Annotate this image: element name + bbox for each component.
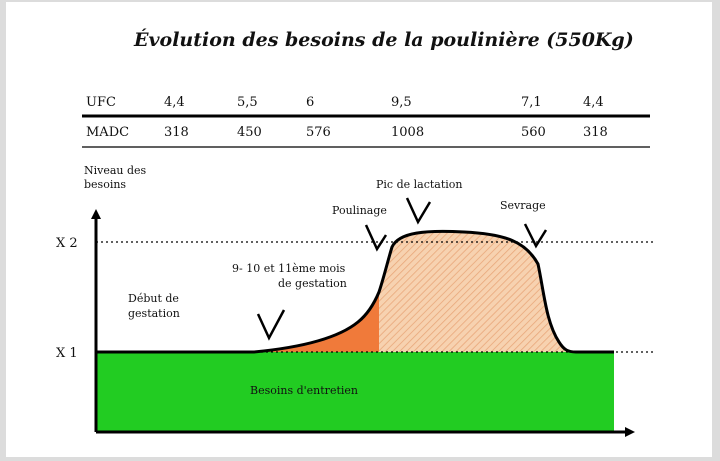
table-cell: 9,5 bbox=[391, 95, 412, 110]
annotation-fin-gestation-line-2: de gestation bbox=[278, 277, 347, 290]
table-cell: 318 bbox=[583, 125, 608, 140]
annotation-debut-gestation-line-1: Début de bbox=[128, 292, 179, 305]
table-cell: 450 bbox=[237, 125, 262, 140]
maintenance-label: Besoins d'entretien bbox=[250, 384, 358, 397]
table-cell: 5,5 bbox=[237, 95, 258, 110]
needs-curve bbox=[96, 229, 614, 354]
x2-level-label: X 2 bbox=[56, 236, 78, 251]
pointer-mark-poulinage bbox=[364, 224, 388, 252]
table-cell: 6 bbox=[306, 95, 314, 110]
requirements-table: UFC 4,4 5,5 6 9,5 7,1 4,4 MADC 318 450 576 1008 560 3… bbox=[86, 95, 608, 140]
annotation-debut-gestation-line-2: gestation bbox=[128, 307, 180, 320]
annotation-fin-gestation: 9- 10 et 11ème mois de gestation bbox=[232, 262, 349, 290]
table-cell: 576 bbox=[306, 125, 331, 140]
table-cell: 4,4 bbox=[164, 95, 185, 110]
x1-level-label: X 1 bbox=[56, 346, 78, 361]
annotation-fin-gestation-line-1: 9- 10 et 11ème mois bbox=[232, 262, 346, 275]
table-row-label: UFC bbox=[86, 95, 116, 110]
table-row-label: MADC bbox=[86, 125, 129, 140]
lactation-area bbox=[379, 231, 576, 352]
annotation-debut-gestation: Début de gestation bbox=[128, 292, 182, 320]
table-cell: 318 bbox=[164, 125, 189, 140]
y-axis-label-line-1: Niveau des bbox=[84, 164, 147, 177]
pointer-mark-pic-lactation bbox=[405, 197, 432, 225]
y-axis-label: Niveau des besoins bbox=[84, 164, 150, 191]
y-axis-label-line-2: besoins bbox=[84, 178, 126, 191]
table-cell: 7,1 bbox=[521, 95, 542, 110]
annotation-sevrage: Sevrage bbox=[500, 199, 546, 212]
chart-title: Évolution des besoins de la poulinière (… bbox=[133, 28, 634, 51]
late-gestation-area bbox=[254, 292, 379, 352]
table-cell: 1008 bbox=[391, 125, 424, 140]
table-cell: 4,4 bbox=[583, 95, 604, 110]
annotation-pic-lactation: Pic de lactation bbox=[376, 178, 463, 191]
pointer-mark-gestation bbox=[256, 309, 286, 341]
maintenance-area bbox=[96, 352, 614, 432]
chart: Évolution des besoins de la poulinière (… bbox=[56, 28, 656, 437]
pointer-mark-sevrage bbox=[523, 223, 548, 249]
slide: Évolution des besoins de la poulinière (… bbox=[6, 2, 712, 457]
annotation-poulinage: Poulinage bbox=[332, 204, 387, 217]
table-cell: 560 bbox=[521, 125, 546, 140]
